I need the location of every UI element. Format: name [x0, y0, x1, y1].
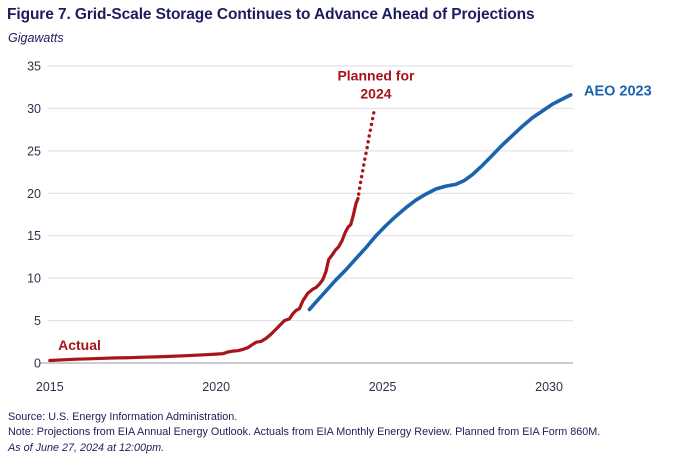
- x-tick-label-2015: 2015: [36, 380, 64, 394]
- methodology-note: Note: Projections from EIA Annual Energy…: [8, 426, 601, 439]
- figure-title: Figure 7. Grid-Scale Storage Continues t…: [7, 6, 535, 23]
- as-of-note: As of June 27, 2024 at 12:00pm.: [8, 441, 165, 454]
- source-note: Source: U.S. Energy Information Administ…: [8, 411, 238, 423]
- y-tick-label-5: 5: [34, 314, 41, 328]
- y-tick-label-0: 0: [34, 357, 41, 371]
- y-tick-label-20: 20: [27, 187, 41, 201]
- y-tick-label-25: 25: [27, 144, 41, 158]
- y-tick-label-10: 10: [27, 272, 41, 286]
- x-tick-label-2030: 2030: [535, 380, 563, 394]
- y-tick-label-30: 30: [27, 102, 41, 116]
- figure-footer: Source: U.S. Energy Information Administ…: [8, 410, 600, 456]
- x-tick-label-2020: 2020: [202, 380, 230, 394]
- series-line-planned-for-2024: [357, 108, 376, 196]
- figure-subtitle: Gigawatts: [8, 31, 64, 45]
- y-tick-label-15: 15: [27, 229, 41, 243]
- x-tick-label-2025: 2025: [369, 380, 397, 394]
- series-line-actual: [48, 196, 360, 363]
- series-line-aeo-2023: [307, 93, 573, 312]
- y-tick-label-35: 35: [27, 60, 41, 74]
